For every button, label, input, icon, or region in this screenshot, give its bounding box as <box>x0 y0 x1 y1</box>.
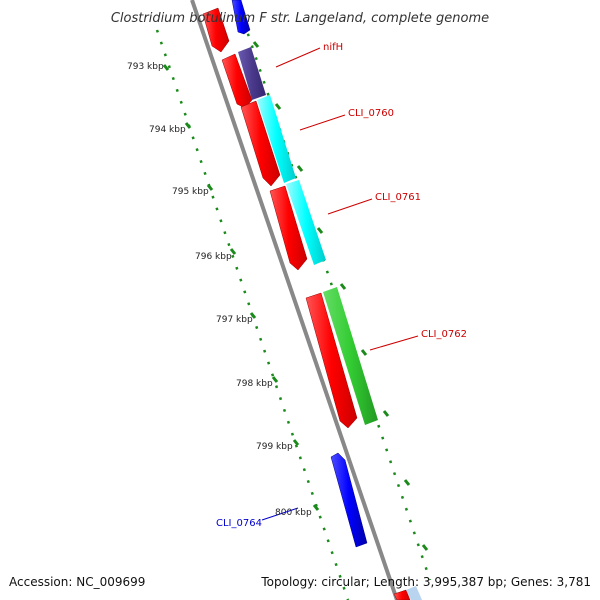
tick-mark <box>339 283 347 290</box>
tick-label: 799 kbp <box>256 442 293 452</box>
gene-label-cli-0761[interactable]: CLI_0761 <box>375 192 421 203</box>
tick-label: 793 kbp <box>127 62 164 72</box>
cli-0762-leader <box>369 335 419 351</box>
gene-label-cli-0764[interactable]: CLI_0764 <box>216 518 262 529</box>
tick-mark <box>296 165 304 172</box>
cds-arrow[interactable] <box>240 100 281 187</box>
tick-mark <box>292 439 300 446</box>
tick-label: 800 kbp <box>275 508 312 518</box>
cds-track <box>202 7 411 600</box>
tick-mark <box>312 504 320 511</box>
cli-0761-feature-block[interactable] <box>286 180 326 265</box>
tick-mark <box>403 479 411 486</box>
cli-0764-arrow[interactable] <box>330 452 368 548</box>
tick-mark <box>271 376 279 383</box>
tick-mark <box>249 312 257 319</box>
backbone-line <box>190 0 399 600</box>
gene-label-nifH[interactable]: nifH <box>323 42 343 53</box>
tick-mark <box>382 410 390 417</box>
tick-mark <box>206 184 214 191</box>
inner-major-ticks <box>162 64 320 511</box>
tick-mark <box>184 122 192 129</box>
tick-mark <box>229 248 237 255</box>
cli-0762-feature-block[interactable] <box>323 287 378 425</box>
tick-mark <box>252 41 260 48</box>
cli-0761-leader <box>327 198 373 215</box>
nifH-feature-block[interactable] <box>238 47 266 100</box>
gene-label-cli-0762[interactable]: CLI_0762 <box>421 329 467 340</box>
outer-major-ticks <box>252 41 429 551</box>
cds-arrow-reverse[interactable] <box>231 0 251 35</box>
cli-0764-leader <box>261 507 299 521</box>
cds-arrow[interactable] <box>305 292 358 429</box>
tick-label: 796 kbp <box>195 252 232 262</box>
cds-arrow[interactable] <box>202 7 230 53</box>
gene-label-leaders <box>261 47 419 521</box>
tick-label: 795 kbp <box>172 187 209 197</box>
tick-mark <box>274 103 282 110</box>
tick-label: 797 kbp <box>216 315 253 325</box>
map-title: Clostridium botulinum F str. Langeland, … <box>111 11 489 26</box>
gene-label-cli-0760[interactable]: CLI_0760 <box>348 108 394 119</box>
tick-mark <box>316 227 324 234</box>
cds-arrow[interactable] <box>393 589 411 600</box>
partial-feature-block <box>406 586 422 600</box>
cli-0760-feature-block[interactable] <box>257 95 296 183</box>
accession-text: Accession: NC_009699 <box>9 575 145 589</box>
genome-summary-text: Topology: circular; Length: 3,995,387 bp… <box>260 575 591 589</box>
tick-mark <box>162 64 170 71</box>
cds-arrow[interactable] <box>269 185 308 271</box>
tick-label: 794 kbp <box>149 125 186 135</box>
nifH-leader <box>275 47 321 68</box>
cli-0760-leader <box>299 114 346 131</box>
tick-label: 798 kbp <box>236 379 273 389</box>
tick-mark <box>360 349 368 356</box>
tick-mark <box>421 544 429 551</box>
